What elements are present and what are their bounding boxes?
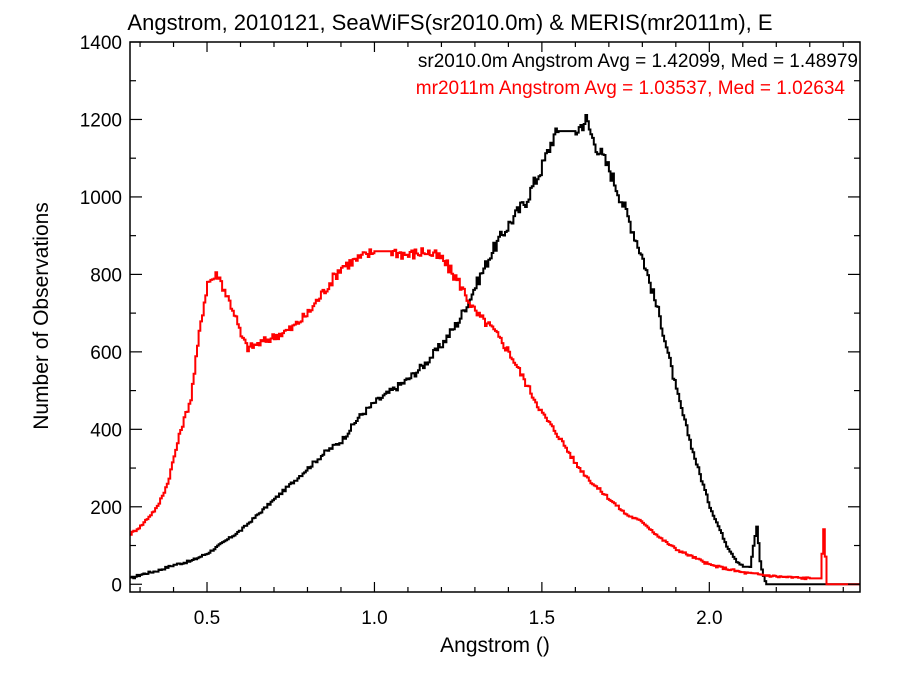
x-tick-label: 1.0	[361, 608, 387, 629]
legend-sr2010-stats: sr2010.0m Angstrom Avg = 1.42099, Med = …	[418, 51, 858, 72]
y-tick-label: 800	[90, 265, 122, 286]
y-tick-label: 1000	[80, 188, 122, 209]
axes-layer: 0.5 1.0 1.5 2.0 0 200 400 600 800 1000 1200 1400	[80, 33, 861, 629]
y-tick-label: 0	[111, 575, 122, 596]
series-0-histogram-line	[130, 114, 860, 586]
x-tick-label: 2.0	[696, 608, 722, 629]
series-1-histogram-line	[130, 247, 860, 586]
x-tick-label: 1.5	[529, 608, 555, 629]
x-tick-label: 0.5	[194, 608, 220, 629]
legend-mr2011-stats: mr2011m Angstrom Avg = 1.03537, Med = 1.…	[416, 78, 846, 99]
y-tick-label: 1200	[80, 110, 122, 131]
chart-title: Angstrom, 2010121, SeaWiFS(sr2010.0m) & …	[127, 10, 772, 35]
series-layer	[130, 114, 860, 586]
y-tick-label: 600	[90, 343, 122, 364]
y-tick-label: 400	[90, 420, 122, 441]
x-axis-label: Angstrom ()	[440, 634, 550, 657]
y-tick-label: 200	[90, 498, 122, 519]
y-axis-label: Number of Observations	[30, 202, 53, 430]
plot-frame	[129, 41, 861, 593]
y-tick-label: 1400	[80, 33, 122, 54]
